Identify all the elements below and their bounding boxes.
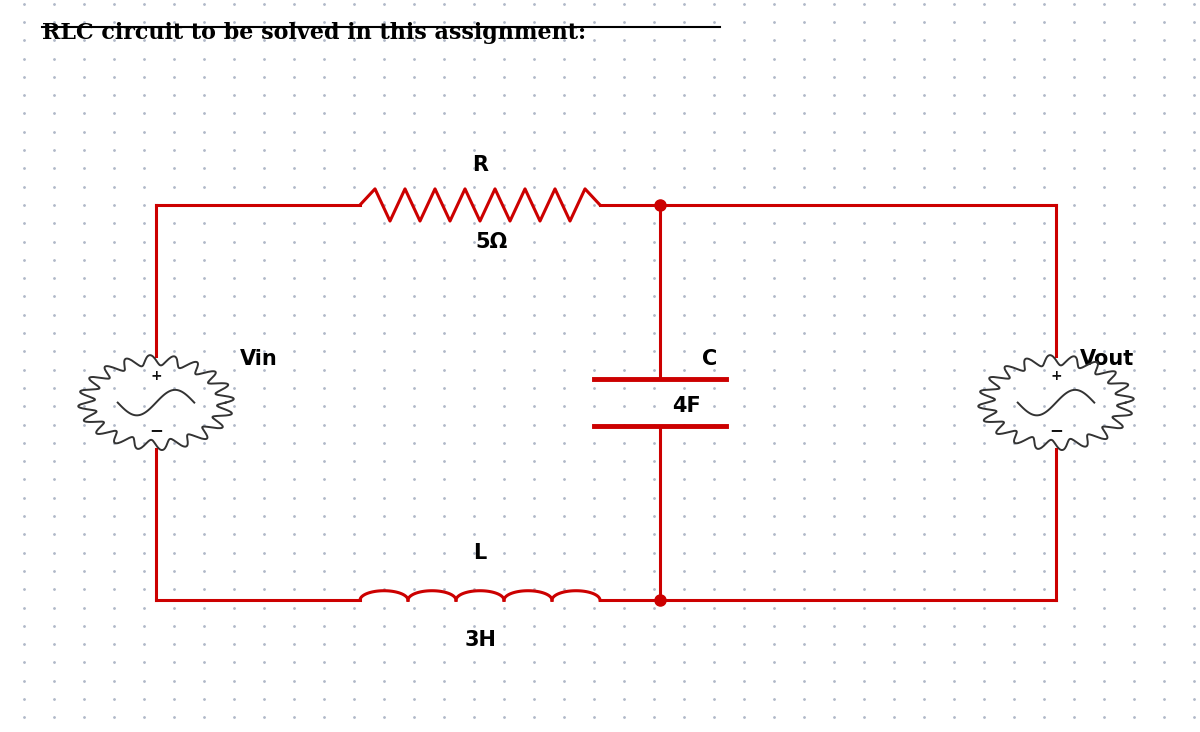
Text: 3H: 3H <box>464 630 496 651</box>
Text: Vout: Vout <box>1080 348 1134 369</box>
Text: 5Ω: 5Ω <box>476 231 508 252</box>
Text: RLC circuit to be solved in this assignment:: RLC circuit to be solved in this assignm… <box>42 22 586 44</box>
Text: 4F: 4F <box>672 396 701 417</box>
Text: L: L <box>473 542 487 563</box>
Text: Vin: Vin <box>240 348 277 369</box>
Text: R: R <box>472 154 488 175</box>
Text: +: + <box>1050 369 1062 384</box>
Text: C: C <box>702 348 718 369</box>
Text: −: − <box>149 421 163 439</box>
Text: −: − <box>1049 421 1063 439</box>
Text: +: + <box>150 369 162 384</box>
